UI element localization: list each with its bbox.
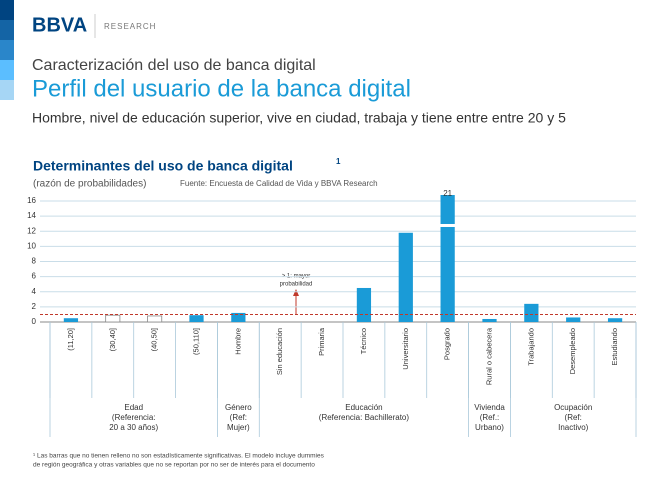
group-label: Educación (345, 403, 382, 412)
title: Perfil del usuario de la banca digital (32, 75, 411, 102)
section: Caracterización del uso de banca digital (32, 57, 316, 74)
x-tick-label: Técnico (359, 328, 368, 354)
y-tick-label: 16 (27, 196, 36, 205)
group-label: Inactivo) (558, 423, 589, 432)
bar (356, 287, 372, 322)
chart-title: Determinantes del uso de banca digital (33, 158, 293, 174)
y-tick-label: 0 (32, 317, 37, 326)
y-tick-label: 12 (27, 226, 36, 235)
x-tick-label: Posgrado (443, 328, 452, 360)
y-tick-label: 4 (32, 287, 37, 296)
x-tick-label: Estudiando (610, 328, 619, 366)
title-note: 1 (336, 157, 341, 166)
x-tick-label: (50,110] (191, 328, 200, 355)
y-tick-label: 6 (32, 272, 37, 281)
group-label: Género (225, 403, 252, 412)
bar (524, 303, 539, 322)
footnote: ¹ Las barras que no tienen relleno no so… (33, 453, 325, 460)
bar (231, 312, 246, 322)
group-label: Vivienda (474, 403, 505, 412)
x-tick-label: Universitario (401, 328, 410, 370)
stripe (0, 0, 14, 20)
group-label: Urbano) (475, 423, 504, 432)
axis-break (439, 223, 457, 227)
x-tick-label: Sin educación (275, 328, 284, 375)
bar (566, 317, 581, 322)
x-tick-label: Rural o cabecera (484, 327, 493, 385)
x-tick-label: Hombre (233, 328, 242, 355)
x-tick-label: Primaria (317, 327, 326, 356)
value-label: 21 (443, 189, 452, 198)
x-tick-label: Trabajando (526, 328, 535, 366)
logo: BBVA (32, 14, 87, 36)
y-tick-label: 8 (32, 257, 37, 266)
bar (398, 232, 413, 322)
group-label: 20 a 30 años) (109, 423, 158, 432)
subtitle: Hombre, nivel de educación superior, viv… (32, 110, 566, 126)
bar (147, 315, 163, 323)
bar (607, 318, 623, 322)
annotation: probabilidad (280, 282, 313, 288)
bar (440, 195, 455, 322)
x-tick-label: Desempleado (568, 328, 577, 374)
group-label: (Ref: (230, 413, 247, 422)
group-label: Mujer) (227, 423, 250, 432)
x-tick-label: (11,20] (66, 328, 75, 351)
source: Fuente: Encuesta de Calidad de Vida y BB… (180, 179, 378, 188)
group-label: Edad (124, 403, 143, 412)
stripe (0, 40, 14, 60)
chart-subtitle: (razón de probabilidades) (33, 179, 146, 190)
group-label: Ocupación (554, 403, 592, 412)
arrow-head (293, 289, 299, 296)
bar (482, 318, 497, 322)
bar (105, 314, 121, 323)
group-label: (Referencia: (112, 413, 156, 422)
stripe (0, 60, 14, 80)
group-label: (Ref: (565, 413, 582, 422)
bar (189, 315, 204, 322)
y-tick-label: 2 (32, 302, 37, 311)
x-tick-label: (30,40] (108, 328, 117, 351)
footnote: de región geográfica y otras variables q… (33, 462, 315, 469)
y-tick-label: 10 (27, 241, 36, 250)
stripe (0, 20, 14, 40)
y-tick-label: 14 (27, 211, 36, 220)
group-label: (Referencia: Bachillerato) (319, 413, 410, 422)
stripe (0, 80, 14, 100)
unit: RESEARCH (104, 22, 156, 31)
group-label: (Ref.: (480, 413, 500, 422)
bar (63, 318, 79, 322)
x-tick-label: (40,50] (150, 328, 159, 351)
